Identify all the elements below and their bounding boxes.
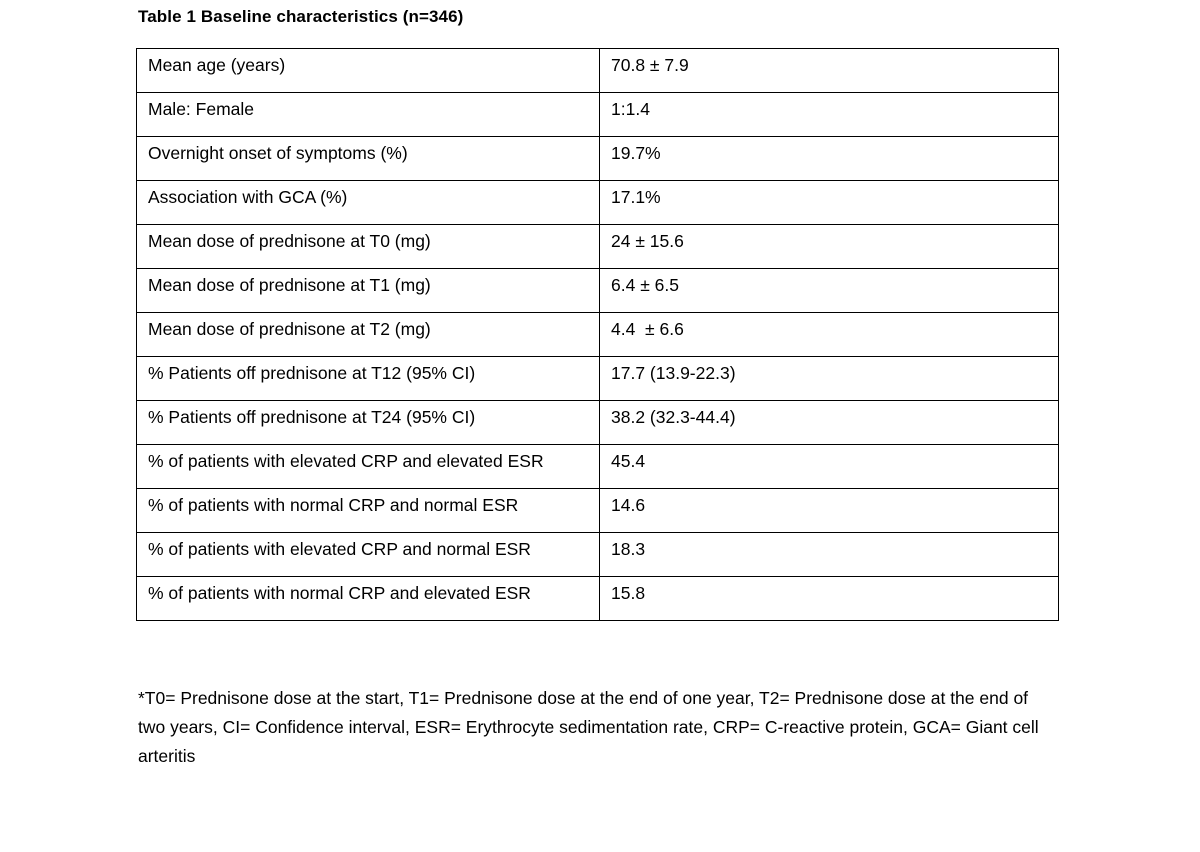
row-label: % of patients with elevated CRP and elev… <box>136 444 600 489</box>
table-row: % of patients with normal CRP and normal… <box>136 488 1059 533</box>
row-value: 17.7 (13.9-22.3) <box>599 356 1059 401</box>
table-title: Table 1 Baseline characteristics (n=346) <box>138 7 464 26</box>
table-row: Mean dose of prednisone at T0 (mg) 24 ± … <box>136 224 1059 269</box>
row-label: Mean age (years) <box>136 48 600 93</box>
row-value: 15.8 <box>599 576 1059 621</box>
row-label: % of patients with normal CRP and normal… <box>136 488 600 533</box>
table-row: Mean age (years) 70.8 ± 7.9 <box>136 48 1059 93</box>
row-label: % of patients with elevated CRP and norm… <box>136 532 600 577</box>
table-row: Association with GCA (%) 17.1% <box>136 180 1059 225</box>
row-label: Mean dose of prednisone at T1 (mg) <box>136 268 600 313</box>
table-body: Mean age (years) 70.8 ± 7.9 Male: Female… <box>136 48 1059 621</box>
row-value: 4.4 ± 6.6 <box>599 312 1059 357</box>
table-footnote: *T0= Prednisone dose at the start, T1= P… <box>138 688 1039 766</box>
row-label: Association with GCA (%) <box>136 180 600 225</box>
row-label: Overnight onset of symptoms (%) <box>136 136 600 181</box>
row-label: % of patients with normal CRP and elevat… <box>136 576 600 621</box>
row-label: % Patients off prednisone at T24 (95% CI… <box>136 400 600 445</box>
row-label: Mean dose of prednisone at T0 (mg) <box>136 224 600 269</box>
table-row: Mean dose of prednisone at T2 (mg) 4.4 ±… <box>136 312 1059 357</box>
baseline-characteristics-table: Mean age (years) 70.8 ± 7.9 Male: Female… <box>136 48 1059 621</box>
row-value: 14.6 <box>599 488 1059 533</box>
table-row: % of patients with elevated CRP and norm… <box>136 532 1059 577</box>
row-value: 6.4 ± 6.5 <box>599 268 1059 313</box>
row-value: 19.7% <box>599 136 1059 181</box>
table-row: Overnight onset of symptoms (%) 19.7% <box>136 136 1059 181</box>
table-row: % Patients off prednisone at T24 (95% CI… <box>136 400 1059 445</box>
table-row: % Patients off prednisone at T12 (95% CI… <box>136 356 1059 401</box>
table-row: Male: Female 1:1.4 <box>136 92 1059 137</box>
table-row: Mean dose of prednisone at T1 (mg) 6.4 ±… <box>136 268 1059 313</box>
table-row: % of patients with elevated CRP and elev… <box>136 444 1059 489</box>
row-label: % Patients off prednisone at T12 (95% CI… <box>136 356 600 401</box>
row-value: 24 ± 15.6 <box>599 224 1059 269</box>
row-label: Mean dose of prednisone at T2 (mg) <box>136 312 600 357</box>
table-row: % of patients with normal CRP and elevat… <box>136 576 1059 621</box>
row-label: Male: Female <box>136 92 600 137</box>
row-value: 17.1% <box>599 180 1059 225</box>
row-value: 1:1.4 <box>599 92 1059 137</box>
row-value: 45.4 <box>599 444 1059 489</box>
row-value: 38.2 (32.3-44.4) <box>599 400 1059 445</box>
row-value: 18.3 <box>599 532 1059 577</box>
row-value: 70.8 ± 7.9 <box>599 48 1059 93</box>
